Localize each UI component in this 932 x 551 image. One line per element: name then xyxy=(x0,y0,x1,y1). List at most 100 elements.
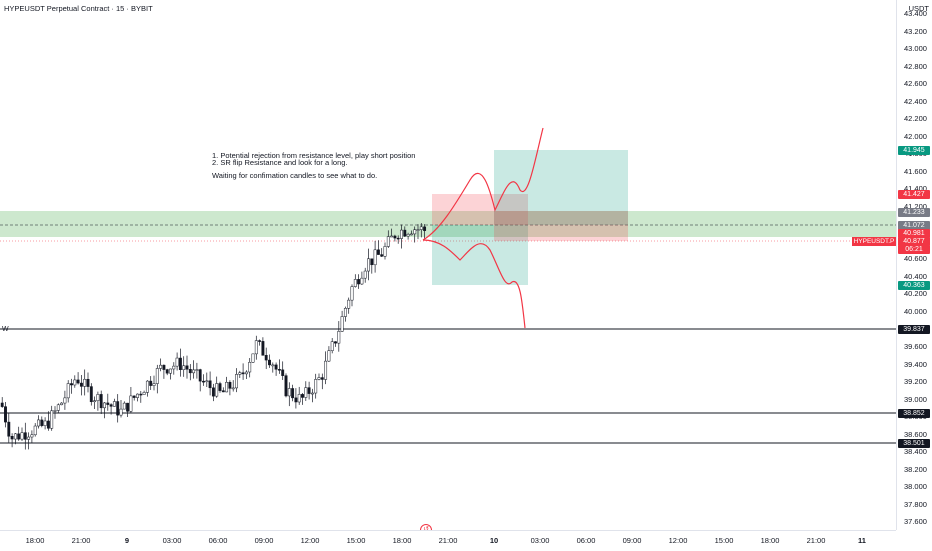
candle-body xyxy=(340,316,344,332)
candle-body xyxy=(145,380,149,393)
price-tick: 39.400 xyxy=(904,359,927,369)
candle-body xyxy=(251,353,255,363)
badge-level-mid: 41.072 xyxy=(898,221,930,230)
chart-area[interactable]: HYPEUSDT Perpetual Contract · 15 · BYBIT… xyxy=(0,0,896,530)
candle-body xyxy=(165,369,169,374)
badge-level-upper: 41.233 xyxy=(898,208,930,217)
replay-icon[interactable]: ↺ xyxy=(420,524,432,530)
candle-body xyxy=(357,279,361,285)
chart-title: HYPEUSDT Perpetual Contract · 15 · BYBIT xyxy=(4,4,153,13)
candle-body xyxy=(241,372,245,375)
candle-body xyxy=(43,420,47,426)
price-tick: 38.200 xyxy=(904,464,927,474)
candle-body xyxy=(0,402,4,407)
candle-body xyxy=(343,308,347,317)
candle-body xyxy=(96,394,100,401)
time-tick: 21:00 xyxy=(806,536,826,545)
candle-body xyxy=(46,420,50,429)
candle-body xyxy=(334,341,337,344)
note-line-2: 2. SR flip Resistance and look for a lon… xyxy=(212,158,348,167)
candle-body xyxy=(400,229,403,239)
candle-body xyxy=(367,258,370,272)
candle-body xyxy=(132,395,136,398)
candle-body xyxy=(281,369,285,376)
candle-body xyxy=(353,279,357,287)
candle-body xyxy=(403,229,407,237)
badge-target-short: 40.363 xyxy=(898,281,930,290)
candle-body xyxy=(172,365,176,370)
candle-body xyxy=(93,400,97,403)
candle-body xyxy=(139,393,143,396)
price-tick: 41.200 xyxy=(904,201,927,211)
candle-body xyxy=(363,270,367,279)
candle-body xyxy=(109,404,113,407)
candle-body xyxy=(218,383,222,391)
candle-body xyxy=(17,433,21,440)
time-tick: 15:00 xyxy=(346,536,366,545)
candle-body xyxy=(89,386,93,403)
note-line-3: Waiting for confimation candles to see w… xyxy=(212,171,378,180)
badge-countdown: 06:21 xyxy=(898,245,930,254)
price-tick: 37.600 xyxy=(904,517,927,527)
badge-support-w: 39.837 xyxy=(898,325,930,334)
candle-body xyxy=(284,375,288,397)
price-tick: 42.800 xyxy=(904,61,927,71)
time-tick: 03:00 xyxy=(162,536,182,545)
candle-body xyxy=(149,380,153,386)
time-tick: 18:00 xyxy=(25,536,45,545)
candle-body xyxy=(390,235,394,238)
candle-body xyxy=(396,237,400,240)
candle-body xyxy=(76,379,80,384)
price-tick: 37.800 xyxy=(904,499,927,509)
candle-body xyxy=(182,365,186,370)
candle-body xyxy=(99,394,103,409)
candle-body xyxy=(231,387,235,390)
candle-body xyxy=(178,357,182,370)
candle-body xyxy=(185,365,189,370)
candle-body xyxy=(370,258,374,266)
badge-target-long: 41.945 xyxy=(898,146,930,155)
candle-body xyxy=(13,433,17,440)
price-tick: 40.600 xyxy=(904,254,927,264)
price-tick: 43.000 xyxy=(904,44,927,54)
price-axis[interactable]: USDT 43.400 43.200 43.000 42.800 42.600 42.40… xyxy=(896,0,932,530)
time-tick: 06:00 xyxy=(208,536,228,545)
candle-body xyxy=(238,372,242,375)
candle-body xyxy=(261,341,265,356)
badge-level-low: 40.981 xyxy=(898,229,930,238)
candle-body xyxy=(215,383,219,397)
candle-body xyxy=(271,364,275,367)
time-tick: 03:00 xyxy=(530,536,550,545)
candle-body xyxy=(10,436,14,440)
candle-body xyxy=(264,355,268,361)
candle-body xyxy=(20,432,24,440)
badge-stop-short: 41.427 xyxy=(898,190,930,199)
candle-body xyxy=(126,402,130,412)
price-tick: 42.600 xyxy=(904,79,927,89)
candle-body xyxy=(86,378,90,387)
time-axis[interactable]: 18:00 21:00 9 03:00 06:00 09:00 12:00 15:00 18:0… xyxy=(0,530,896,551)
candle-body xyxy=(310,392,314,395)
price-chart[interactable] xyxy=(0,0,896,530)
candle-body xyxy=(70,383,73,386)
time-tick: 12:00 xyxy=(300,536,320,545)
price-tick: 43.200 xyxy=(904,26,927,36)
candle-body xyxy=(360,277,364,285)
candle-body xyxy=(162,364,166,370)
long-target-zone xyxy=(494,150,628,225)
candle-body xyxy=(287,388,291,397)
candle-body xyxy=(175,357,179,367)
candle-body xyxy=(169,368,172,374)
time-tick: 9 xyxy=(124,536,130,545)
candle-body xyxy=(235,374,238,389)
candle-body xyxy=(37,419,40,427)
candle-body xyxy=(106,402,110,405)
candle-body xyxy=(83,378,87,387)
price-tick: 43.400 xyxy=(904,9,927,19)
badge-support-3: 38.501 xyxy=(898,439,930,448)
candle-body xyxy=(136,393,139,398)
candle-body xyxy=(304,387,308,398)
candle-body xyxy=(159,364,163,369)
price-tick: 39.200 xyxy=(904,377,927,387)
price-tick: 41.400 xyxy=(904,184,927,194)
